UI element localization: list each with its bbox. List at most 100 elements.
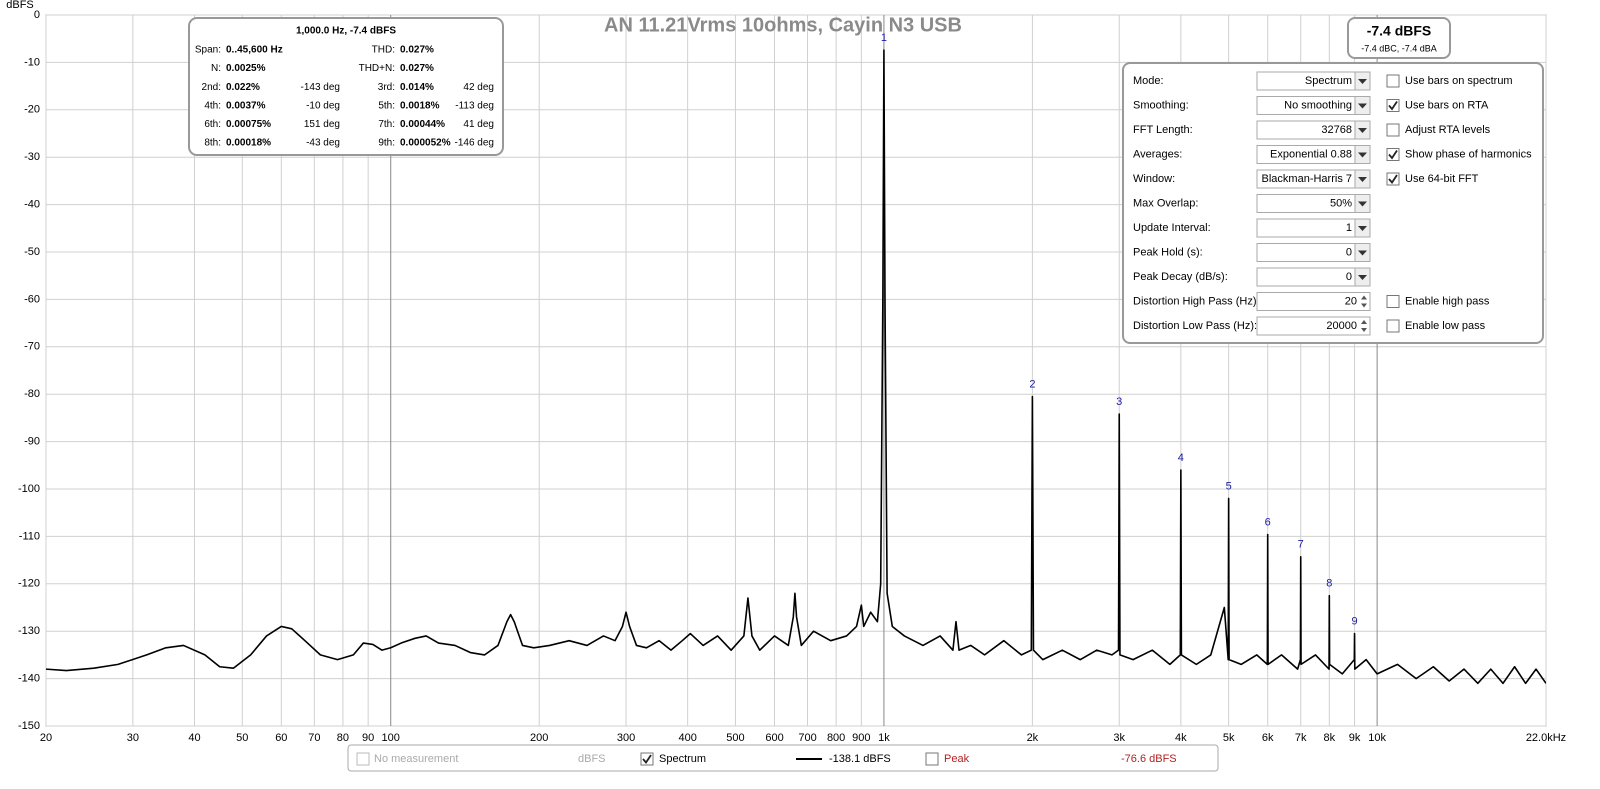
info-title: 1,000.0 Hz, -7.4 dBFS [296, 26, 396, 37]
info-cell: 4th: [204, 100, 221, 111]
x-tick-label: 30 [127, 732, 139, 744]
y-tick-label: -70 [24, 341, 40, 353]
info-cell: 151 deg [304, 119, 340, 130]
info-cell: 42 deg [463, 82, 494, 93]
y-tick-label: -90 [24, 436, 40, 448]
x-tick-label: 700 [798, 732, 816, 744]
info-cell: THD+N: [359, 63, 395, 74]
harmonic-label: 6 [1265, 516, 1271, 528]
checkbox[interactable] [1386, 172, 1400, 186]
y-tick-label: -150 [18, 720, 40, 732]
legend-unit: dBFS [578, 753, 606, 765]
x-tick-label: 10k [1368, 732, 1386, 744]
checkbox[interactable] [1386, 148, 1400, 161]
x-tick-label: 2k [1027, 732, 1039, 744]
harmonic-label: 8 [1326, 578, 1332, 590]
control-value: 50% [1330, 197, 1352, 209]
checkbox[interactable] [1386, 99, 1400, 112]
option-label: Adjust RTA levels [1405, 124, 1491, 136]
dropdown[interactable] [1256, 267, 1371, 287]
info-cell: 9th: [378, 138, 395, 149]
x-tick-label: 8k [1324, 732, 1336, 744]
harmonic-label: 9 [1351, 615, 1357, 627]
info-cell: -143 deg [301, 82, 340, 93]
info-cell: N: [211, 63, 221, 74]
dropdown[interactable] [1256, 194, 1371, 213]
info-cell: 0..45,600 Hz [226, 45, 283, 56]
option-label: Show phase of harmonics [1405, 148, 1532, 160]
info-box: 1,000.0 Hz, -7.4 dBFS Span: 0..45,600 Hz TH… [188, 17, 504, 156]
legend-label: No measurement [374, 753, 458, 765]
checkmark [1388, 101, 1398, 111]
harmonic-label: 7 [1298, 539, 1304, 551]
spin-arrows[interactable] [1361, 320, 1367, 332]
x-tick-label: 600 [765, 732, 783, 744]
checkbox[interactable] [356, 752, 370, 766]
x-tick-label: 20 [40, 732, 52, 744]
x-tick-label: 3k [1113, 732, 1125, 744]
info-cell: -146 deg [455, 138, 494, 149]
control-value: Blackman-Harris 7 [1262, 173, 1352, 185]
x-tick-label: 100 [382, 732, 400, 744]
spin-box[interactable] [1256, 292, 1371, 311]
y-tick-label: -130 [18, 625, 40, 637]
info-cell: 0.0037% [226, 100, 266, 111]
legend-readout: -76.6 dBFS [1121, 753, 1177, 765]
chart-title: AN 11.21Vrms 10ohms, Cayin N3 USB [604, 14, 962, 36]
checkmark [1388, 174, 1398, 184]
dropdown-arrow [1358, 152, 1367, 158]
info-cell: 0.014% [400, 82, 434, 93]
control-value: 20000 [1326, 320, 1357, 332]
checkbox[interactable] [1386, 319, 1400, 333]
checkbox[interactable] [925, 752, 939, 766]
x-tick-label: 90 [362, 732, 374, 744]
control-label: FFT Length: [1133, 124, 1193, 136]
level-sub: -7.4 dBC, -7.4 dBA [1361, 43, 1437, 53]
spin-box[interactable] [1256, 316, 1371, 336]
control-label: Max Overlap: [1133, 197, 1198, 209]
dropdown-arrow [1358, 250, 1367, 256]
control-value: No smoothing [1284, 99, 1352, 111]
option-label: Enable high pass [1405, 295, 1490, 307]
spin-arrows[interactable] [1361, 295, 1367, 308]
control-value: 32768 [1321, 124, 1352, 136]
checkmark [1388, 150, 1398, 160]
harmonic-label: 4 [1178, 452, 1184, 464]
checkbox[interactable] [640, 752, 654, 766]
x-tick-label: 9k [1349, 732, 1361, 744]
checkbox[interactable] [1386, 74, 1400, 88]
dropdown[interactable] [1256, 243, 1371, 262]
x-tick-label: 900 [852, 732, 870, 744]
y-tick-label: 0 [34, 9, 40, 21]
control-label: Averages: [1133, 148, 1182, 160]
plot [46, 49, 1546, 685]
info-cell: 6th: [204, 119, 221, 130]
x-tick-label: 80 [337, 732, 349, 744]
legend-readout: -138.1 dBFS [829, 753, 891, 765]
control-label: Distortion High Pass (Hz): [1133, 295, 1260, 307]
option-label: Enable low pass [1405, 320, 1486, 332]
checkmark [642, 754, 652, 764]
info-cell: 5th: [378, 100, 395, 111]
x-tick-label: 60 [275, 732, 287, 744]
info-cell: 8th: [204, 138, 221, 149]
control-value: 0 [1346, 271, 1352, 283]
control-value: 1 [1346, 222, 1352, 234]
dropdown[interactable] [1256, 218, 1371, 238]
x-tick-label: 50 [236, 732, 248, 744]
legend-label: Spectrum [659, 753, 706, 765]
x-tick-label: 7k [1295, 732, 1307, 744]
harmonic-label: 5 [1226, 480, 1232, 492]
checkbox[interactable] [1386, 295, 1400, 308]
level-box: -7.4 dBFS -7.4 dBC, -7.4 dBA [1347, 17, 1451, 59]
control-label: Smoothing: [1133, 99, 1189, 111]
dropdown[interactable] [1256, 120, 1371, 140]
checkbox[interactable] [1386, 123, 1400, 137]
y-tick-label: -40 [24, 199, 40, 211]
info-cell: 41 deg [463, 119, 494, 130]
control-value: 0 [1346, 246, 1352, 258]
option-label: Use bars on spectrum [1405, 75, 1513, 87]
dropdown-arrow [1358, 226, 1367, 231]
y-tick-label: -10 [24, 56, 40, 68]
y-tick-label: -20 [24, 104, 40, 116]
